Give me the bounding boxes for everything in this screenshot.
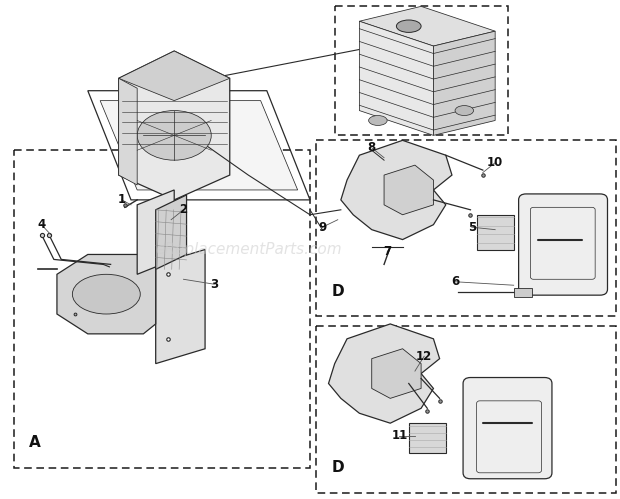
Polygon shape: [384, 165, 433, 215]
Polygon shape: [341, 140, 452, 240]
Polygon shape: [360, 21, 433, 135]
Text: 11: 11: [391, 429, 407, 442]
Text: 3: 3: [210, 278, 218, 291]
Polygon shape: [156, 195, 187, 269]
Text: D: D: [332, 284, 344, 299]
Polygon shape: [118, 51, 230, 200]
Polygon shape: [329, 324, 440, 423]
Polygon shape: [372, 349, 421, 398]
Text: 10: 10: [487, 156, 503, 169]
Ellipse shape: [73, 274, 140, 314]
Polygon shape: [360, 6, 495, 46]
Polygon shape: [57, 254, 156, 334]
Polygon shape: [514, 288, 532, 296]
Text: 5: 5: [467, 221, 476, 234]
Text: 4: 4: [37, 218, 46, 231]
Text: eReplacementParts.com: eReplacementParts.com: [155, 242, 342, 257]
Polygon shape: [100, 101, 298, 190]
Ellipse shape: [369, 116, 387, 125]
Polygon shape: [433, 31, 495, 135]
Polygon shape: [118, 51, 230, 101]
Text: 1: 1: [118, 194, 126, 207]
Text: 2: 2: [179, 203, 187, 216]
Text: 7: 7: [383, 246, 391, 258]
Text: 12: 12: [416, 350, 432, 363]
Polygon shape: [477, 215, 514, 250]
Ellipse shape: [396, 20, 421, 32]
Ellipse shape: [137, 111, 211, 160]
FancyBboxPatch shape: [518, 194, 608, 295]
FancyBboxPatch shape: [463, 378, 552, 479]
Polygon shape: [137, 190, 174, 274]
Ellipse shape: [455, 106, 474, 116]
Text: A: A: [29, 436, 41, 451]
Polygon shape: [156, 250, 205, 364]
Text: 6: 6: [451, 275, 459, 288]
Text: 9: 9: [318, 221, 327, 234]
Text: D: D: [332, 460, 344, 475]
Polygon shape: [409, 423, 446, 453]
Polygon shape: [118, 78, 137, 185]
Text: 8: 8: [368, 141, 376, 154]
